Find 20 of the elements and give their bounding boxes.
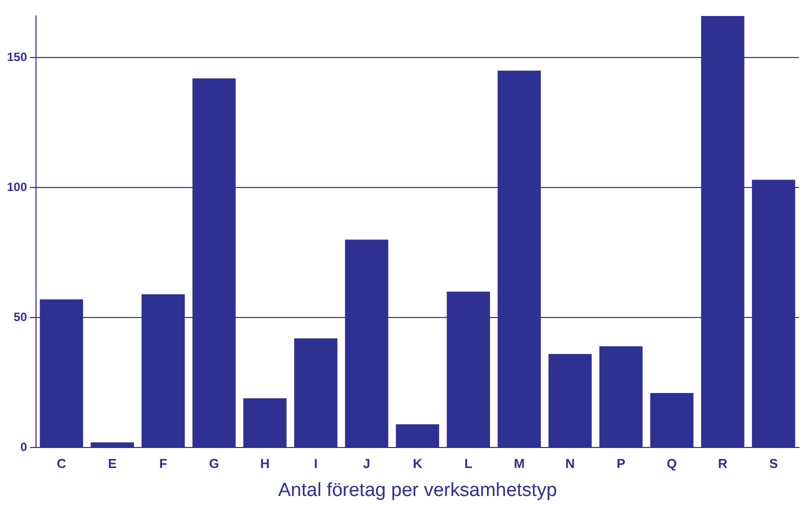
- x-tick-label: I: [314, 456, 318, 471]
- x-tick-label: E: [108, 456, 117, 471]
- x-tick-label: F: [159, 456, 168, 471]
- x-tick-label: G: [208, 456, 220, 471]
- y-tick-label: 50: [14, 310, 28, 324]
- x-axis-title: Antal företag per verksamhetstyp: [278, 480, 557, 501]
- x-tick-label: R: [718, 456, 728, 471]
- x-tick-label: H: [260, 456, 270, 471]
- x-tick-label: M: [514, 456, 525, 471]
- x-tick-label: L: [464, 456, 472, 471]
- x-tick-label: S: [769, 456, 778, 471]
- x-tick-label: Q: [666, 456, 677, 471]
- y-tick-label: 0: [20, 440, 28, 454]
- x-tick-label: C: [56, 456, 67, 471]
- x-tick-label: J: [363, 456, 370, 471]
- y-tick-label: 100: [6, 180, 28, 194]
- y-tick-label: 150: [6, 50, 28, 64]
- x-tick-label: K: [412, 456, 423, 471]
- x-tick-label: N: [565, 456, 575, 471]
- x-tick-label: P: [616, 456, 626, 471]
